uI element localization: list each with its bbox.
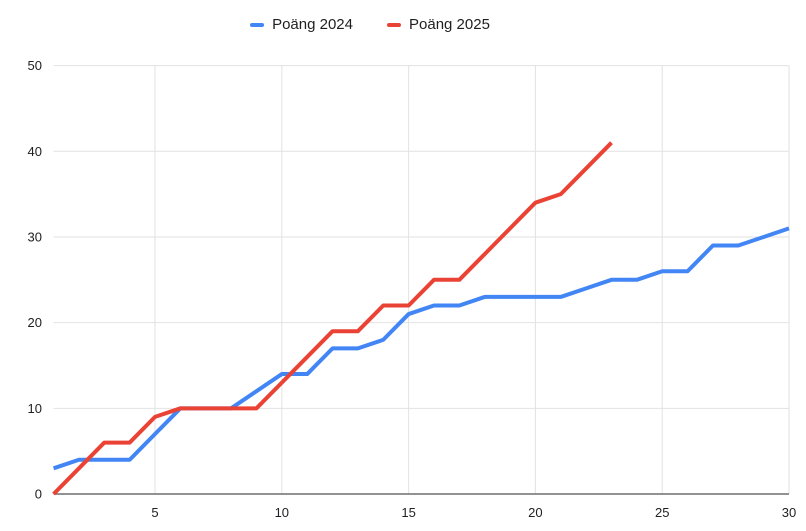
- legend-item-poang-2024[interactable]: Poäng 2024: [250, 13, 353, 37]
- y-tick-label-40: 40: [28, 144, 42, 159]
- y-tick-label-10: 10: [28, 401, 42, 416]
- x-tick-label-15: 15: [401, 505, 415, 520]
- y-tick-label-30: 30: [28, 229, 42, 244]
- legend-label-poang-2024: Poäng 2024: [272, 16, 353, 33]
- legend-label-poang-2025: Poäng 2025: [409, 16, 490, 33]
- series-1-color-swatch: [387, 23, 401, 27]
- x-tick-label-25: 25: [655, 505, 669, 520]
- x-tick-label-30: 30: [782, 505, 796, 520]
- x-tick-label-20: 20: [528, 505, 542, 520]
- x-tick-label-5: 5: [151, 505, 158, 520]
- chart-legend: Poäng 2024 Poäng 2025: [0, 13, 806, 37]
- x-tick-label-10: 10: [275, 505, 289, 520]
- y-tick-label-0: 0: [35, 487, 42, 502]
- series-line-poäng-2024: [52, 226, 790, 471]
- series-line-poäng-2025: [52, 141, 613, 496]
- series-0-color-swatch: [250, 23, 265, 27]
- y-tick-label-20: 20: [28, 315, 42, 330]
- legend-item-poang-2025[interactable]: Poäng 2025: [387, 13, 490, 37]
- y-tick-label-50: 50: [28, 58, 42, 73]
